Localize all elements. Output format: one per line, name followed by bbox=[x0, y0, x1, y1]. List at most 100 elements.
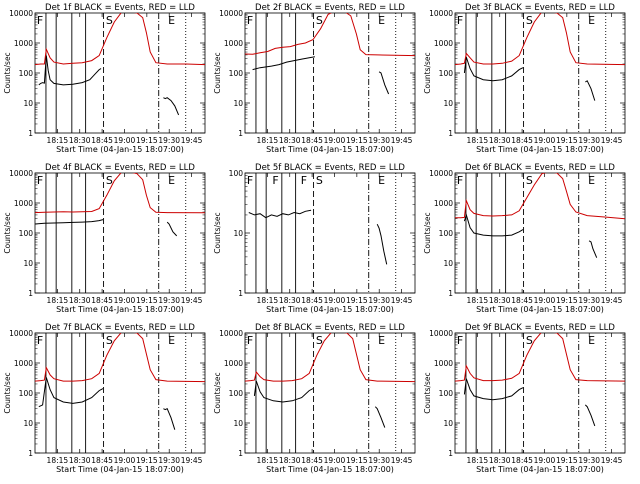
x-axis-label: Start Time (04-Jan-15 18:07:00) bbox=[56, 145, 184, 154]
marker-label: E bbox=[588, 14, 595, 27]
y-tick-label: 1 bbox=[28, 129, 33, 138]
y-tick-label: 100 bbox=[19, 69, 34, 78]
series-line-1 bbox=[252, 56, 315, 71]
y-tick-label: 100 bbox=[19, 229, 34, 238]
marker-label: F bbox=[37, 174, 43, 187]
x-axis-label: Start Time (04-Jan-15 18:07:00) bbox=[56, 305, 184, 314]
series-line-1 bbox=[253, 380, 314, 403]
x-tick-label: 19:00 bbox=[534, 296, 556, 305]
plot-frame bbox=[454, 12, 626, 134]
chart-panel-6: Det 6f BLACK = Events, RED = LLD 1 10 100 10… bbox=[423, 163, 626, 314]
marker-label: E bbox=[168, 334, 175, 347]
x-tick-label: 18:45 bbox=[91, 456, 113, 465]
marker-label: E bbox=[588, 174, 595, 187]
series-line-2 bbox=[455, 13, 625, 66]
x-tick-label: 18:30 bbox=[489, 136, 511, 145]
x-tick-label: 19:45 bbox=[391, 136, 413, 145]
y-tick-label: 10000 bbox=[9, 169, 33, 178]
series-line-3 bbox=[163, 97, 180, 116]
x-tick-label: 19:30 bbox=[578, 456, 600, 465]
x-tick-label: 18:30 bbox=[69, 136, 91, 145]
marker-label: S bbox=[316, 174, 323, 187]
chart-title: Det 7f BLACK = Events, RED = LLD bbox=[45, 323, 195, 333]
y-tick-label: 100 bbox=[439, 69, 454, 78]
marker-label: E bbox=[378, 334, 385, 347]
x-tick-label: 19:15 bbox=[556, 136, 578, 145]
series-line-2 bbox=[245, 333, 415, 383]
marker-label: F bbox=[247, 174, 253, 187]
x-tick-label: 19:45 bbox=[601, 456, 623, 465]
chart-title: Det 9f BLACK = Events, RED = LLD bbox=[465, 323, 615, 333]
marker-label: S bbox=[106, 14, 113, 27]
x-tick-label: 18:15 bbox=[47, 136, 69, 145]
x-tick-label: 18:15 bbox=[257, 296, 279, 305]
marker-label: S bbox=[316, 334, 323, 347]
x-tick-label: 19:00 bbox=[324, 296, 346, 305]
marker-label: F bbox=[37, 14, 43, 27]
x-tick-label: 19:00 bbox=[324, 136, 346, 145]
series-line-1 bbox=[38, 55, 102, 86]
series-line-2 bbox=[35, 173, 205, 214]
x-tick-label: 19:15 bbox=[346, 456, 368, 465]
y-tick-label: 1000 bbox=[14, 39, 33, 48]
x-axis-label: Start Time (04-Jan-15 18:07:00) bbox=[266, 305, 394, 314]
x-axis-label: Start Time (04-Jan-15 18:07:00) bbox=[56, 465, 184, 474]
x-tick-label: 18:45 bbox=[511, 296, 533, 305]
x-tick-label: 18:45 bbox=[511, 456, 533, 465]
y-tick-label: 10000 bbox=[429, 169, 453, 178]
series-line-1 bbox=[248, 209, 312, 219]
x-tick-label: 19:45 bbox=[181, 456, 203, 465]
marker-label: E bbox=[378, 14, 385, 27]
x-tick-label: 18:30 bbox=[69, 296, 91, 305]
x-axis-label: Start Time (04-Jan-15 18:07:00) bbox=[266, 465, 394, 474]
chart-panel-9: Det 9f BLACK = Events, RED = LLD 1 10 100 10… bbox=[423, 323, 626, 474]
y-axis-label: Counts/sec bbox=[423, 52, 432, 93]
y-tick-label: 1000 bbox=[224, 359, 243, 368]
series-line-2 bbox=[245, 13, 415, 57]
y-axis-label: Counts/sec bbox=[213, 212, 222, 253]
y-tick-label: 10 bbox=[443, 259, 453, 268]
x-tick-label: 18:15 bbox=[257, 136, 279, 145]
y-tick-label: 100 bbox=[229, 169, 244, 178]
x-tick-label: 18:15 bbox=[257, 456, 279, 465]
x-tick-label: 19:00 bbox=[114, 296, 136, 305]
x-tick-label: 19:30 bbox=[158, 296, 180, 305]
x-tick-label: 18:45 bbox=[301, 456, 323, 465]
x-tick-label: 18:15 bbox=[467, 136, 489, 145]
marker-label: F bbox=[247, 334, 253, 347]
y-tick-label: 100 bbox=[229, 389, 244, 398]
x-tick-label: 19:45 bbox=[391, 456, 413, 465]
y-axis-label: Counts/sec bbox=[3, 372, 12, 413]
x-tick-label: 19:30 bbox=[578, 296, 600, 305]
x-tick-label: 18:30 bbox=[279, 456, 301, 465]
plot-frame bbox=[34, 332, 206, 454]
y-tick-label: 10 bbox=[23, 419, 33, 428]
x-tick-label: 19:00 bbox=[534, 136, 556, 145]
chart-title: Det 2f BLACK = Events, RED = LLD bbox=[255, 3, 405, 13]
x-tick-label: 19:00 bbox=[534, 456, 556, 465]
x-tick-label: 19:15 bbox=[136, 136, 158, 145]
x-tick-label: 19:15 bbox=[346, 296, 368, 305]
x-tick-label: 18:45 bbox=[511, 136, 533, 145]
x-tick-label: 19:00 bbox=[324, 456, 346, 465]
marker-label: S bbox=[316, 14, 323, 27]
y-tick-label: 100 bbox=[439, 389, 454, 398]
x-tick-label: 18:30 bbox=[489, 296, 511, 305]
plot-frame bbox=[34, 12, 206, 134]
marker-label: F bbox=[457, 334, 463, 347]
y-tick-label: 1000 bbox=[14, 359, 33, 368]
chart-panel-4: Det 4f BLACK = Events, RED = LLD 1 10 100 10… bbox=[3, 163, 206, 314]
x-tick-label: 19:15 bbox=[136, 296, 158, 305]
y-axis-label: Counts/sec bbox=[213, 52, 222, 93]
x-tick-label: 18:30 bbox=[279, 296, 301, 305]
x-tick-label: 19:30 bbox=[368, 136, 390, 145]
y-tick-label: 10000 bbox=[219, 9, 243, 18]
x-tick-label: 18:15 bbox=[467, 296, 489, 305]
marker-label: E bbox=[168, 14, 175, 27]
series-line-2 bbox=[35, 333, 205, 383]
x-tick-label: 19:45 bbox=[601, 296, 623, 305]
y-tick-label: 10 bbox=[233, 99, 243, 108]
y-tick-label: 1 bbox=[28, 289, 33, 298]
y-tick-label: 10000 bbox=[9, 329, 33, 338]
chart-panel-7: Det 7f BLACK = Events, RED = LLD 1 10 100 10… bbox=[3, 323, 206, 474]
